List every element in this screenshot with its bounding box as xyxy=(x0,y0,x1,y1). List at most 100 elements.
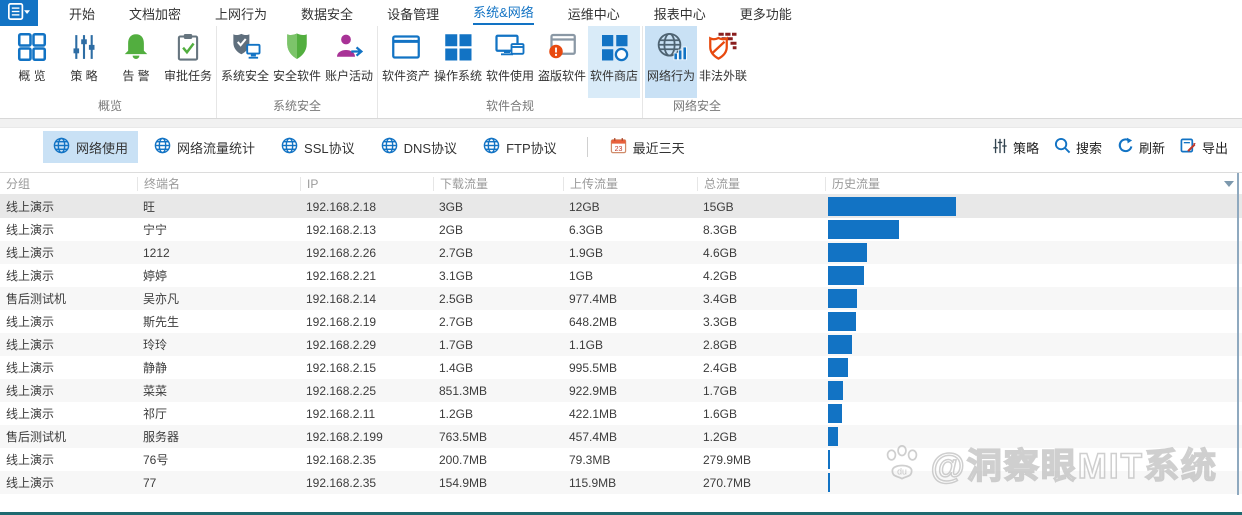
cell-terminal-name: 77 xyxy=(143,475,157,490)
cell-history-traffic xyxy=(825,312,1242,331)
cell-terminal-name: 静静 xyxy=(143,361,168,375)
table-row[interactable]: 线上演示 76号 192.168.2.35 200.7MB 79.3MB 279.9MB xyxy=(0,448,1242,471)
view-tab-label: SSL协议 xyxy=(304,140,355,156)
table-row[interactable]: 售后测试机 服务器 192.168.2.199 763.5MB 457.4MB 1.2GB xyxy=(0,425,1242,448)
menu-tab-label: 数据安全 xyxy=(301,6,354,22)
table-row[interactable]: 线上演示 静静 192.168.2.15 1.4GB 995.5MB 2.4GB xyxy=(0,356,1242,379)
menu-tab-data-security[interactable]: 数据安全 xyxy=(284,0,370,26)
column-header-0[interactable]: 分组 xyxy=(6,176,31,191)
cell-download: 1.4GB xyxy=(439,360,474,375)
menu-tab-web-behavior[interactable]: 上网行为 xyxy=(198,0,284,26)
ribbon-button-label: 审批任务 xyxy=(163,69,212,83)
table-row[interactable]: 线上演示 婷婷 192.168.2.21 3.1GB 1GB 4.2GB xyxy=(0,264,1242,287)
cell-ip: 192.168.2.35 xyxy=(306,452,377,467)
action-export-button[interactable]: 导出 xyxy=(1180,137,1228,157)
ribbon-button-software-store[interactable]: 软件商店 xyxy=(588,26,640,98)
ribbon-button-alert[interactable]: 告 警 xyxy=(110,26,162,98)
history-traffic-bar xyxy=(828,358,848,377)
cell-group: 线上演示 xyxy=(6,223,55,237)
software-store-icon xyxy=(599,31,629,63)
cell-total: 1.6GB xyxy=(703,406,738,421)
cell-group: 线上演示 xyxy=(6,384,55,398)
menu-tab-ops-center[interactable]: 运维中心 xyxy=(551,0,637,26)
cell-upload: 12GB xyxy=(569,199,600,214)
ribbon-button-account-activity[interactable]: 账户活动 xyxy=(323,26,375,98)
column-header-1[interactable]: 终端名 xyxy=(137,176,300,191)
table-row[interactable]: 线上演示 宁宁 192.168.2.13 2GB 6.3GB 8.3GB xyxy=(0,218,1242,241)
cell-download: 2.7GB xyxy=(439,314,474,329)
cell-ip: 192.168.2.14 xyxy=(306,291,377,306)
action-search-button[interactable]: 搜索 xyxy=(1054,137,1102,157)
ribbon-button-software-asset[interactable]: 软件资产 xyxy=(380,26,432,98)
view-tab-ssl-protocol[interactable]: SSL协议 xyxy=(271,131,365,163)
menu-bar: 开始 文档加密 上网行为 数据安全 设备管理 系统&网络 运维中心 报表中心 更多功能 xyxy=(0,0,1242,26)
ribbon-button-network-behavior[interactable]: 网络行为 xyxy=(645,26,697,98)
ribbon-button-overview[interactable]: 概 览 xyxy=(6,26,58,98)
action-label: 刷新 xyxy=(1138,140,1165,156)
menu-tab-label: 上网行为 xyxy=(215,6,268,22)
view-tab-ftp-protocol[interactable]: FTP协议 xyxy=(473,131,567,163)
menu-tab-system-network[interactable]: 系统&网络 xyxy=(456,0,551,26)
view-tab-dns-protocol[interactable]: DNS协议 xyxy=(371,131,467,163)
policy-sliders-icon xyxy=(70,31,98,63)
export-icon xyxy=(1180,137,1197,157)
view-tab-label: FTP协议 xyxy=(506,140,557,156)
cell-ip: 192.168.2.11 xyxy=(306,406,376,421)
os-squares-icon xyxy=(443,31,473,63)
cell-ip: 192.168.2.26 xyxy=(306,245,377,260)
view-tab-network-usage[interactable]: 网络使用 xyxy=(43,131,139,163)
cell-upload: 977.4MB xyxy=(569,291,618,306)
menu-tab-report-center[interactable]: 报表中心 xyxy=(637,0,723,26)
ribbon-button-security-software[interactable]: 安全软件 xyxy=(271,26,323,98)
table-row[interactable]: 线上演示 菜菜 192.168.2.25 851.3MB 922.9MB 1.7GB xyxy=(0,379,1242,402)
alert-bell-icon xyxy=(121,31,151,63)
column-menu-arrow-icon[interactable] xyxy=(1224,181,1234,187)
refresh-icon xyxy=(1117,137,1134,157)
date-filter-button[interactable]: 23 最近三天 xyxy=(602,131,693,163)
column-header-3[interactable]: 下载流量 xyxy=(433,176,563,191)
ribbon-button-pirated-software[interactable]: 盗版软件 xyxy=(536,26,588,98)
cell-total: 2.4GB xyxy=(703,360,738,375)
ribbon-button-software-usage[interactable]: 软件使用 xyxy=(484,26,536,98)
table-row[interactable]: 售后测试机 吴亦凡 192.168.2.14 2.5GB 977.4MB 3.4GB xyxy=(0,287,1242,310)
ribbon-button-label: 软件使用 xyxy=(485,69,534,83)
column-header-6[interactable]: 历史流量 xyxy=(825,176,1242,191)
action-policy-button[interactable]: 策略 xyxy=(992,138,1039,157)
cell-history-traffic xyxy=(825,197,1242,216)
table-row[interactable]: 线上演示 祁厅 192.168.2.11 1.2GB 422.1MB 1.6GB xyxy=(0,402,1242,425)
ribbon-group-buttons: 概 览 策 略 告 警审批任务 xyxy=(6,26,214,98)
ribbon-button-system-security[interactable]: 系统安全 xyxy=(219,26,271,98)
ribbon-button-operating-system[interactable]: 操作系统 xyxy=(432,26,484,98)
ribbon-button-illegal-connection[interactable]: 非法外联 xyxy=(697,26,749,98)
view-tab-traffic-stats[interactable]: 网络流量统计 xyxy=(144,131,265,163)
cell-upload: 79.3MB xyxy=(569,452,611,467)
cell-history-traffic xyxy=(825,289,1242,308)
ribbon-button-policy[interactable]: 策 略 xyxy=(58,26,110,98)
app-menu-icon xyxy=(8,3,30,23)
column-header-2[interactable]: IP xyxy=(300,176,433,191)
table-row[interactable]: 线上演示 玲玲 192.168.2.29 1.7GB 1.1GB 2.8GB xyxy=(0,333,1242,356)
table-row[interactable]: 线上演示 1212 192.168.2.26 2.7GB 1.9GB 4.6GB xyxy=(0,241,1242,264)
menu-tab-more-features[interactable]: 更多功能 xyxy=(723,0,809,26)
ribbon-button-approval-task[interactable]: 审批任务 xyxy=(162,26,214,98)
app-menu-button[interactable] xyxy=(0,0,38,26)
cell-group: 线上演示 xyxy=(6,315,55,329)
table-row[interactable]: 线上演示 旺 192.168.2.18 3GB 12GB 15GB xyxy=(0,195,1242,218)
action-refresh-button[interactable]: 刷新 xyxy=(1117,137,1165,157)
cell-ip: 192.168.2.21 xyxy=(306,268,377,283)
illegal-connection-shield-icon xyxy=(708,31,738,63)
table-row[interactable]: 线上演示 斯先生 192.168.2.19 2.7GB 648.2MB 3.3GB xyxy=(0,310,1242,333)
menu-tab-start[interactable]: 开始 xyxy=(52,0,112,26)
menu-tab-doc-encrypt[interactable]: 文档加密 xyxy=(112,0,198,26)
view-tab-label: DNS协议 xyxy=(403,140,458,156)
cell-download: 2.7GB xyxy=(439,245,474,260)
menu-tab-device-mgmt[interactable]: 设备管理 xyxy=(370,0,456,26)
cell-upload: 648.2MB xyxy=(569,314,618,329)
column-header-5[interactable]: 总流量 xyxy=(697,176,825,191)
menu-tab-label: 开始 xyxy=(69,6,96,22)
window-right-border xyxy=(1237,173,1239,495)
table-row[interactable]: 线上演示 77 192.168.2.35 154.9MB 115.9MB 270.7MB xyxy=(0,471,1242,494)
cell-upload: 1GB xyxy=(569,268,594,283)
cell-download: 2GB xyxy=(439,222,464,237)
column-header-4[interactable]: 上传流量 xyxy=(563,176,697,191)
